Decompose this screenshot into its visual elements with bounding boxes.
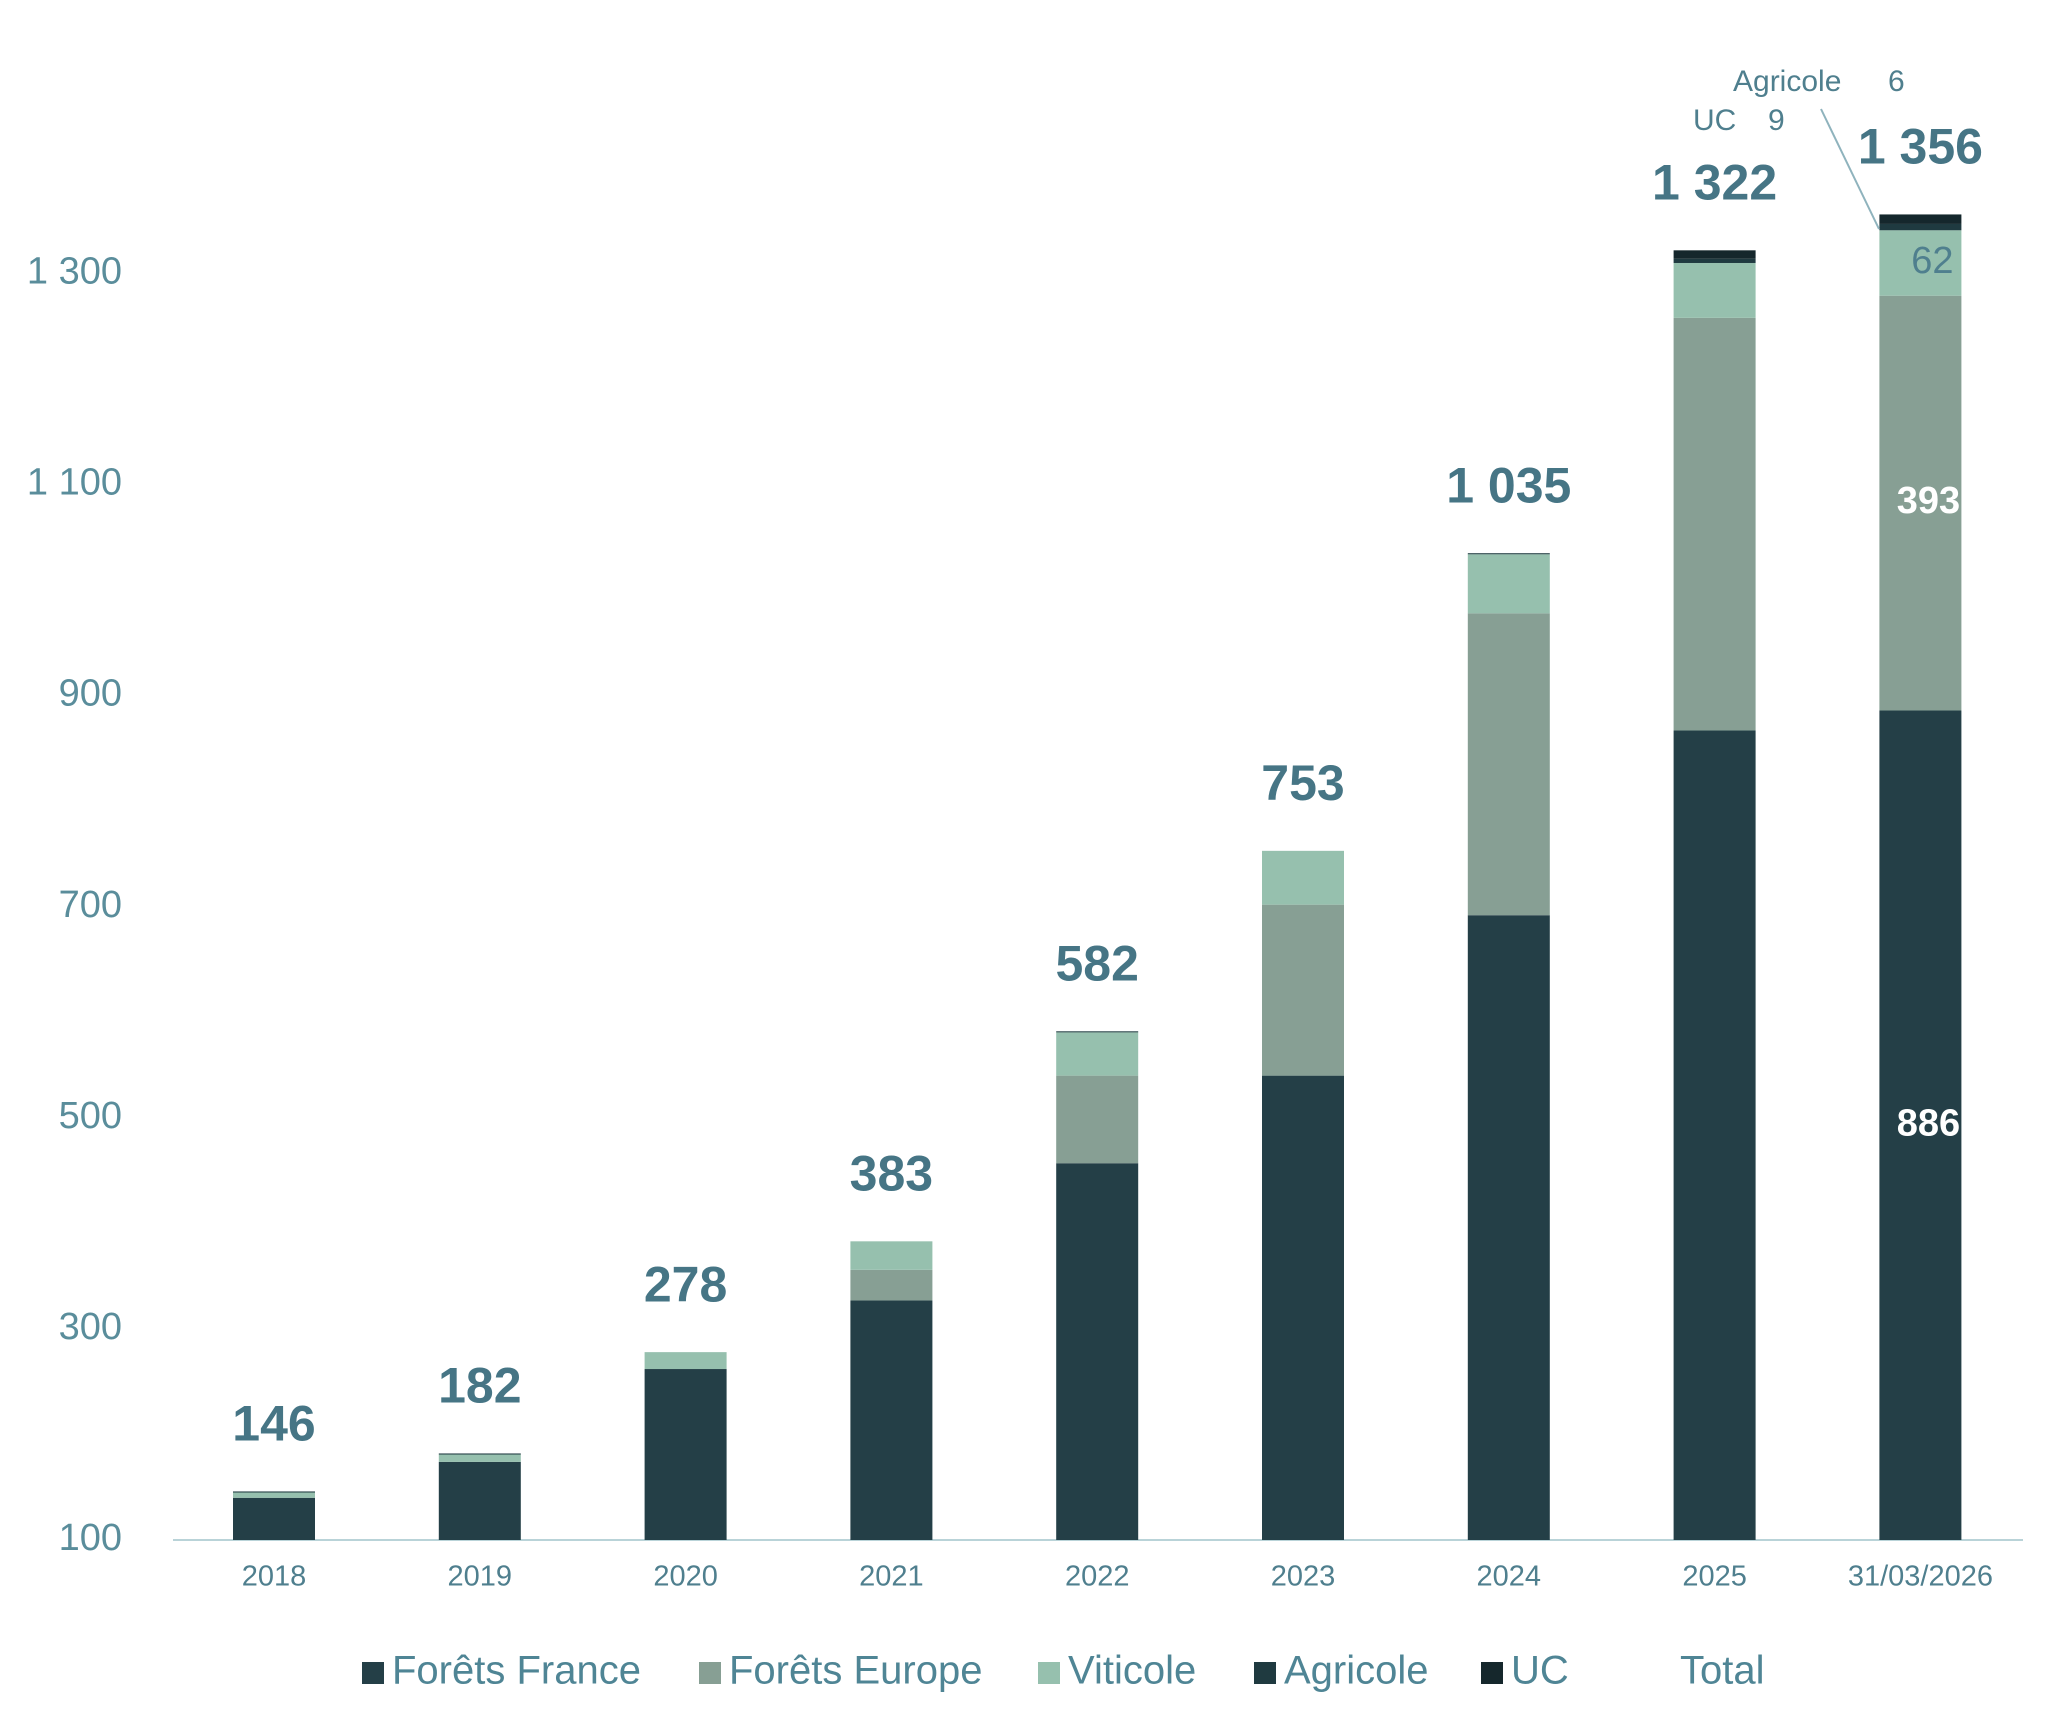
total-label: 1 322 — [1652, 155, 1777, 211]
bar-segment — [233, 1497, 315, 1540]
x-tick-label: 2025 — [1682, 1561, 1747, 1593]
bar-segment — [438, 1453, 521, 1455]
x-tick-label: 2023 — [1271, 1561, 1336, 1593]
x-tick-label: 2024 — [1477, 1561, 1542, 1593]
callout-value: 6 — [1888, 65, 1905, 98]
bar-segment — [850, 1300, 933, 1540]
legend-label: Total — [1680, 1649, 1765, 1693]
value-label: 393 — [1897, 480, 1960, 522]
value-label: 62 — [1911, 240, 1953, 282]
legend-swatch — [1254, 1662, 1276, 1684]
y-tick-label: 300 — [59, 1306, 122, 1348]
total-label: 1 035 — [1446, 457, 1571, 513]
x-tick-label: 2020 — [653, 1561, 718, 1593]
legend-swatch — [362, 1662, 384, 1684]
bar-segment — [1262, 904, 1344, 1076]
bar-segment — [1467, 554, 1550, 614]
x-tick-label: 2018 — [242, 1561, 307, 1593]
bar-segment — [1879, 295, 1962, 711]
x-tick-label: 31/03/2026 — [1848, 1561, 1993, 1593]
bar-segment — [1673, 317, 1756, 731]
bar-segment — [1056, 1032, 1139, 1076]
total-label: 582 — [1055, 936, 1138, 992]
bar-segment — [850, 1241, 933, 1270]
total-label: 383 — [850, 1146, 933, 1202]
bar-segment — [1879, 710, 1962, 1540]
bar-segment — [1056, 1031, 1139, 1033]
callout-name: UC — [1693, 104, 1736, 137]
bar-segment — [1879, 230, 1962, 296]
y-tick-label: 1 100 — [27, 462, 122, 504]
x-tick-label: 2019 — [448, 1561, 513, 1593]
y-tick-label: 500 — [59, 1095, 122, 1137]
total-label: 278 — [644, 1256, 727, 1312]
total-label: 1 356 — [1858, 119, 1983, 175]
total-label: 182 — [438, 1358, 521, 1414]
legend-swatch — [1038, 1662, 1060, 1684]
bar-segment — [1673, 258, 1756, 263]
callout-name: Agricole — [1733, 65, 1841, 98]
legend-label: Forêts Europe — [729, 1649, 982, 1693]
bar-segment — [1879, 214, 1962, 224]
legend-label: Agricole — [1284, 1649, 1429, 1693]
y-tick-label: 1 300 — [27, 251, 122, 293]
bar-segment — [1467, 553, 1550, 555]
total-label: 146 — [232, 1396, 315, 1452]
bar-segment — [1056, 1075, 1139, 1164]
callout-value: 9 — [1768, 104, 1785, 137]
leader-line — [1820, 108, 1880, 230]
bar-segment — [1262, 850, 1344, 905]
bar-segment — [1879, 223, 1962, 231]
bar-segment — [1467, 915, 1550, 1540]
bar-segment — [1673, 262, 1756, 318]
x-tick-label: 2021 — [859, 1561, 924, 1593]
bar-segment — [1056, 1163, 1139, 1540]
bar-segment — [1262, 1075, 1344, 1540]
bar-segment — [644, 1369, 727, 1540]
bar-segment — [233, 1491, 315, 1493]
bar-segment — [1467, 613, 1550, 916]
y-tick-label: 700 — [59, 884, 122, 926]
total-label: 753 — [1261, 755, 1344, 811]
legend-label: UC — [1511, 1649, 1569, 1693]
bar-segment — [438, 1454, 521, 1462]
bar-segment — [233, 1492, 315, 1498]
bar-segment — [850, 1269, 933, 1301]
legend-label: Forêts France — [392, 1649, 641, 1693]
x-tick-label: 2022 — [1065, 1561, 1130, 1593]
y-tick-label: 100 — [59, 1517, 122, 1559]
bar-segment — [438, 1461, 521, 1540]
bar-segment — [644, 1352, 727, 1370]
value-label: 886 — [1897, 1102, 1960, 1144]
bar-segment — [1673, 250, 1756, 259]
y-tick-label: 900 — [59, 673, 122, 715]
legend-swatch — [699, 1662, 721, 1684]
legend-swatch — [1481, 1662, 1503, 1684]
bar-segment — [1673, 730, 1756, 1540]
legend-label: Viticole — [1068, 1649, 1196, 1693]
